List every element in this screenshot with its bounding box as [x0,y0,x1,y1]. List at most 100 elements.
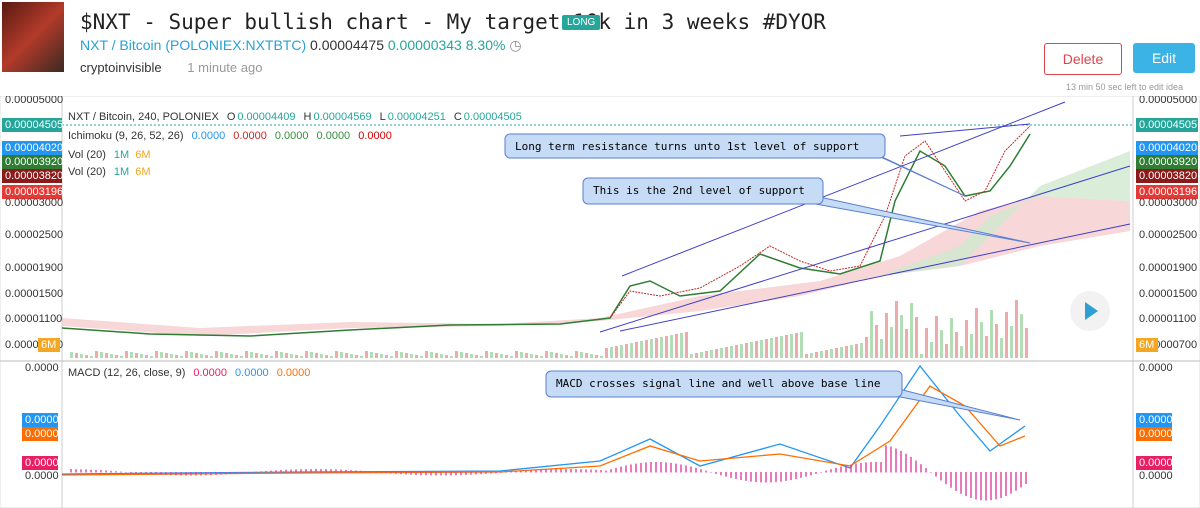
volume-bar [485,351,488,358]
histogram-bar [230,472,232,475]
volume-bar [410,354,413,358]
volume-bar [285,353,288,358]
histogram-bar [350,470,352,473]
volume-bar [100,352,103,358]
histogram-bar [615,467,617,473]
histogram-bar [910,456,912,473]
legend-text: 1M [114,149,129,161]
volume-bar [180,356,183,358]
axis-label: 0.00001500 [1139,288,1197,300]
volume-bar [395,351,398,358]
histogram-bar [965,472,967,497]
volume-bar [920,354,923,358]
pair[interactable]: NXT / Bitcoin [80,37,162,53]
volume-bar [935,316,938,358]
axis-tag [1136,118,1198,132]
volume-bar [835,348,838,358]
histogram-bar [320,469,322,473]
volume-bar [170,354,173,358]
histogram-bar [1005,472,1007,496]
histogram-bar [375,471,377,473]
volume-bar [585,353,588,358]
author[interactable]: cryptoinvisible [80,60,162,75]
histogram-bar [165,472,167,475]
clock-icon[interactable]: ◷ [509,37,522,53]
histogram-bar [960,472,962,494]
volume-bar [450,356,453,358]
price: 0.00004475 [310,37,384,53]
histogram-bar [530,470,532,473]
idea-title: $NXT - Super bullish chart - My target 1… [80,10,826,34]
volume-bar [545,351,548,358]
histogram-bar [795,472,797,480]
histogram-bar [695,467,697,473]
volume-bar [745,343,748,358]
histogram-bar [690,466,692,473]
exchange[interactable]: (POLONIEX:NXTBTC) [165,37,307,53]
volume-bar [565,355,568,358]
volume-bar [850,345,853,358]
histogram-bar [185,472,187,476]
histogram-bar [225,472,227,475]
annotation: This is the 2nd level of support [593,184,805,197]
delete-button[interactable]: Delete [1044,43,1122,75]
histogram-bar [365,471,367,473]
volume-bar [310,352,313,358]
axis-tag [1136,413,1172,427]
histogram-bar [465,472,467,475]
histogram-bar [180,472,182,476]
volume-bar [125,351,128,358]
histogram-bar [195,472,197,476]
volume-bar [85,355,88,358]
axis-tag [1136,155,1198,169]
volume-bar [95,351,98,358]
volume-bar [300,356,303,358]
histogram-bar [310,469,312,473]
histogram-bar [975,472,977,500]
volume-bar [675,334,678,358]
histogram-bar [950,472,952,488]
axes: 0.00005000 0.00005000 0.00004505 0.00004505… [2,96,1198,482]
histogram-bar [405,472,407,475]
legend: NXT / Bitcoin, 240, POLONIEX O 0.00004409 H… [68,111,522,379]
histogram-bar [145,472,147,474]
histogram-bar [240,472,242,474]
volume-bar [840,347,843,358]
volume-bar [505,355,508,358]
edit-button[interactable]: Edit [1133,43,1195,73]
legend-text: 0.00004569 [313,111,371,123]
histogram-bar [95,469,97,473]
histogram-bar [305,469,307,473]
volume-bar [905,329,908,358]
volume-bar [375,353,378,358]
volume-bar [715,349,718,358]
histogram-bar [740,472,742,481]
histogram-bar [590,469,592,473]
callout-2: This is the 2nd level of support [582,177,1031,244]
volume-bar [735,345,738,358]
volume-bar [525,353,528,358]
volume-bar [405,353,408,358]
histogram-bar [680,464,682,473]
avatar [2,2,64,72]
axis-label: 0.00004505 [5,119,63,131]
histogram-bar [385,472,387,474]
legend-text: 0.0000 [192,130,226,142]
histogram-bar [300,469,302,473]
histogram-bar [75,469,77,473]
legend-text: 6M [135,149,150,161]
histogram-bar [905,453,907,473]
histogram-bar [705,470,707,473]
channel-top [621,101,1066,277]
axis-label: 0.00003820 [5,170,63,182]
volume-bar [215,351,218,358]
legend-text: 1M [114,166,129,178]
volume-bar [150,356,153,358]
histogram-bar [895,448,897,473]
axis-tag [22,413,58,427]
time: 1 minute ago [187,60,263,75]
histogram-bar [765,472,767,483]
volume-bar [120,356,123,358]
histogram-bar [370,471,372,473]
